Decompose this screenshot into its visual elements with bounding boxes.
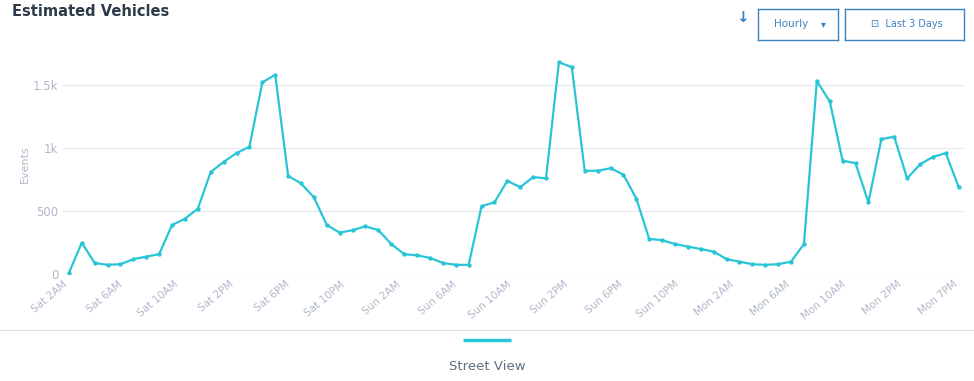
Point <box>783 259 799 265</box>
Point <box>422 255 437 261</box>
Point <box>642 236 657 242</box>
Point <box>409 252 425 258</box>
Point <box>667 241 683 247</box>
Point <box>99 262 115 268</box>
Point <box>190 206 206 212</box>
Point <box>357 223 373 229</box>
Point <box>577 168 592 174</box>
Point <box>847 160 863 166</box>
Point <box>138 254 154 260</box>
Point <box>590 168 606 174</box>
Point <box>628 195 644 202</box>
Point <box>177 216 193 222</box>
Point <box>539 175 554 181</box>
Point <box>758 262 773 268</box>
Point <box>938 150 954 156</box>
Point <box>345 227 360 233</box>
Point <box>151 251 167 257</box>
Text: Street View: Street View <box>449 360 525 373</box>
Point <box>835 158 850 164</box>
Point <box>487 199 503 205</box>
Point <box>886 134 902 140</box>
Text: ▾: ▾ <box>821 19 826 29</box>
Point <box>744 261 760 267</box>
Point <box>796 241 811 247</box>
Text: ↓: ↓ <box>735 10 749 25</box>
Point <box>925 154 941 160</box>
Point <box>706 248 722 255</box>
Point <box>319 222 335 228</box>
Text: ⊡  Last 3 Days: ⊡ Last 3 Days <box>872 19 943 29</box>
Text: Hourly: Hourly <box>774 19 808 29</box>
Point <box>332 230 348 236</box>
Point <box>913 162 928 168</box>
Point <box>512 184 528 190</box>
Y-axis label: Events: Events <box>20 145 30 183</box>
Point <box>87 260 102 266</box>
Point <box>899 175 915 181</box>
Point <box>680 243 695 250</box>
Point <box>74 240 90 246</box>
Point <box>525 174 541 180</box>
Point <box>61 270 77 276</box>
Point <box>616 171 631 178</box>
Point <box>165 222 180 228</box>
Point <box>655 237 670 243</box>
Point <box>473 203 489 209</box>
Point <box>951 184 966 190</box>
Point <box>448 262 464 268</box>
Point <box>822 98 838 104</box>
Point <box>242 144 257 150</box>
Point <box>770 261 786 267</box>
Point <box>603 165 618 171</box>
Point <box>551 59 567 65</box>
Point <box>719 256 734 262</box>
Point <box>435 260 451 266</box>
Point <box>809 78 825 84</box>
Point <box>306 194 321 200</box>
Point <box>861 199 877 205</box>
Text: Estimated Vehicles: Estimated Vehicles <box>12 4 169 19</box>
Point <box>874 136 889 142</box>
Point <box>564 64 580 70</box>
Point <box>216 159 232 165</box>
Point <box>293 180 309 186</box>
Point <box>500 178 515 184</box>
Point <box>693 246 708 252</box>
Point <box>126 256 141 262</box>
Point <box>254 79 270 85</box>
Point <box>384 241 399 247</box>
Point <box>370 227 386 233</box>
Point <box>229 150 244 156</box>
Point <box>268 72 283 78</box>
Point <box>113 261 129 267</box>
Point <box>396 251 412 257</box>
Point <box>731 259 747 265</box>
Point <box>281 173 296 179</box>
Point <box>203 169 218 175</box>
Point <box>461 262 476 268</box>
